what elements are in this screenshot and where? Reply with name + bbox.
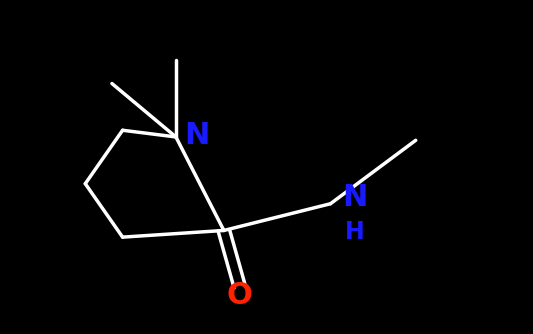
Text: H: H (344, 220, 365, 244)
Text: N: N (342, 183, 367, 211)
Text: N: N (184, 121, 209, 150)
Text: O: O (227, 281, 253, 310)
